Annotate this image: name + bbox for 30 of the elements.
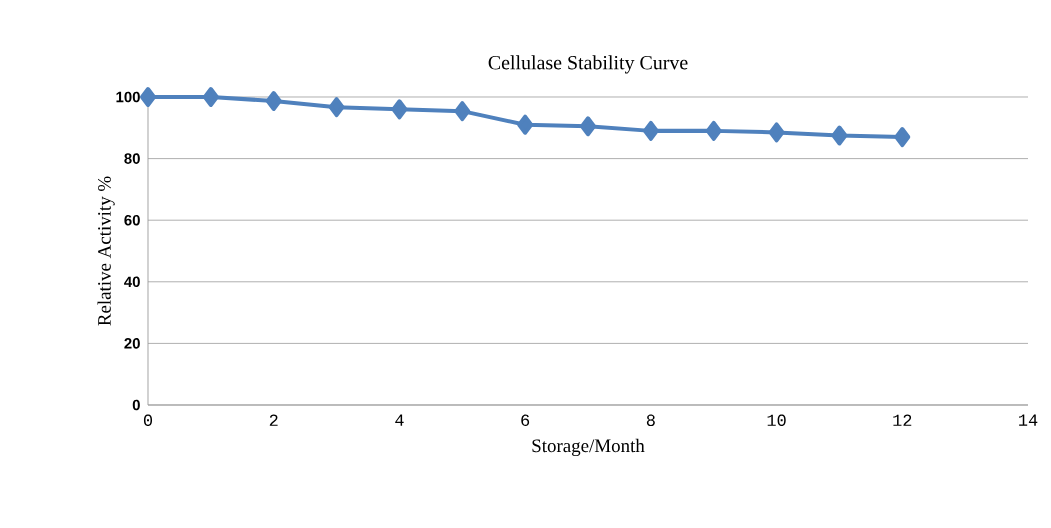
point: [202, 87, 219, 107]
point: [580, 116, 597, 137]
point: [705, 120, 722, 141]
x-tick-label: 6: [521, 414, 530, 427]
point: [328, 97, 345, 118]
x-axis-title: Storage/Month: [532, 438, 645, 457]
chart-title: Cellulase Stability Curve: [488, 55, 688, 74]
point: [894, 127, 911, 148]
x-tick-label: 12: [893, 414, 912, 426]
point: [391, 99, 408, 120]
point: [768, 122, 785, 143]
point: [454, 101, 471, 122]
point: [642, 120, 659, 141]
point: [265, 91, 282, 111]
point: [831, 125, 848, 146]
point: [140, 87, 156, 107]
x-tick-label: 2: [269, 414, 278, 426]
y-axis-title: Relative Activity %: [97, 176, 115, 326]
y-tick-label: 20: [124, 338, 140, 349]
y-tick-label: 80: [124, 153, 140, 164]
y-tick-label: 100: [116, 91, 140, 103]
y-tick-label: 0: [132, 399, 140, 411]
y-tick-label: 40: [124, 276, 140, 288]
x-tick-label: 0: [143, 414, 153, 427]
x-tick-label: 10: [767, 414, 786, 427]
x-tick-label: 8: [646, 414, 655, 427]
y-tick-label: 60: [124, 214, 140, 226]
x-tick-label: 4: [395, 414, 404, 426]
point: [517, 114, 534, 135]
x-tick-label: 14: [1019, 414, 1038, 426]
